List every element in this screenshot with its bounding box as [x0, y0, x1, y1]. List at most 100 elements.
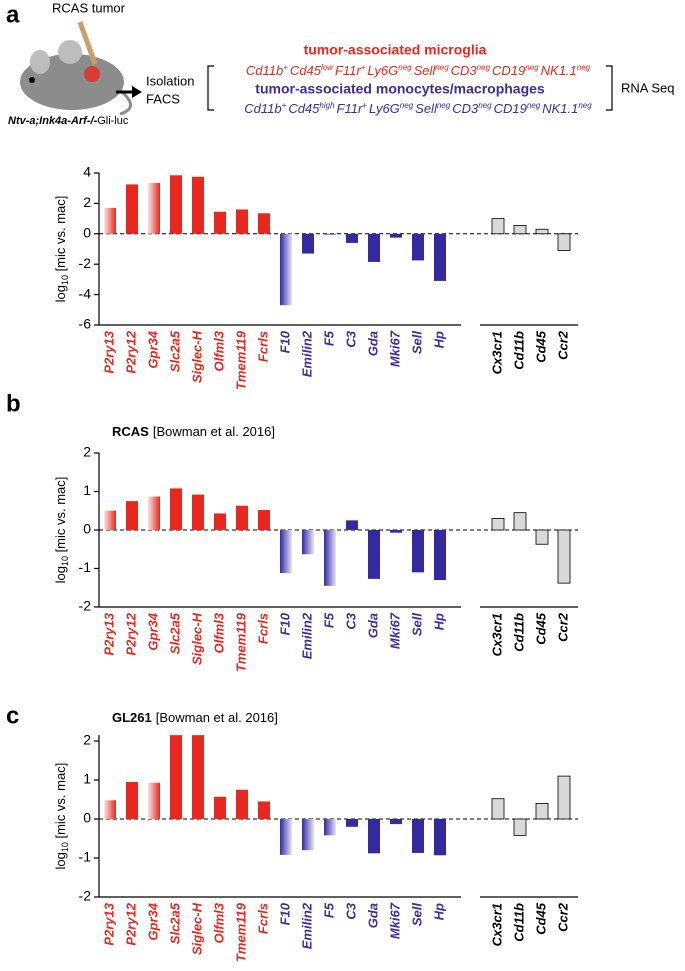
bar — [557, 775, 571, 820]
x-tick-label: P2ry12 — [123, 330, 138, 373]
y-tick-label: 1 — [83, 482, 91, 498]
bar — [368, 530, 380, 579]
ylabel-log: log — [53, 852, 68, 869]
x-tick-label: Hp — [431, 903, 446, 920]
x-tick-label: Gpr34 — [145, 612, 160, 650]
x-tick-label: Sell — [409, 613, 424, 637]
marker-sup: + — [361, 63, 366, 72]
y-tick-label: -6 — [79, 316, 92, 332]
mouse-strain: Ntv-a;Ink4a-Arf-/-Gli-luc — [8, 115, 129, 127]
bar — [434, 819, 446, 856]
ylabel-sub: 10 — [60, 275, 70, 285]
marker-name: NK1.1 — [541, 63, 577, 78]
ylabel-rest: [mic vs. mac] — [53, 196, 68, 275]
x-tick-label: Olfml3 — [211, 902, 226, 943]
y-axis-label: log10 [mic vs. mac] — [53, 196, 70, 303]
bar — [280, 530, 292, 574]
rna-seq-label: RNA Seq — [621, 80, 674, 95]
marker-sup: high — [319, 101, 335, 110]
facs-label: FACS — [146, 91, 180, 106]
bar — [302, 233, 314, 254]
bar — [434, 233, 446, 281]
marker-name: CD3 — [451, 63, 478, 78]
y-tick-label: -2 — [79, 255, 92, 271]
y-tick-label: -1 — [79, 849, 92, 865]
marker-name: CD19 — [492, 63, 525, 78]
bar — [346, 819, 358, 827]
x-tick-label: Cx3cr1 — [489, 331, 504, 374]
bar — [126, 781, 138, 819]
marker-sup: neg — [398, 63, 412, 72]
isolation-label: Isolation — [146, 73, 194, 88]
chart-title: RCAS [Bowman et al. 2016] — [112, 424, 275, 439]
panel-label: a — [6, 1, 20, 28]
x-tick-label: Slc2a5 — [167, 330, 182, 372]
marker-sup: + — [283, 63, 288, 72]
y-tick-label: -1 — [79, 559, 92, 575]
x-tick-label: F5 — [321, 902, 336, 918]
y-tick-label: -2 — [79, 888, 92, 904]
bar — [535, 228, 549, 235]
x-tick-label: P2ry12 — [123, 612, 138, 655]
x-tick-label: Tmem119 — [233, 330, 248, 390]
x-tick-label: Mki67 — [387, 612, 402, 649]
x-tick-label: Mki67 — [387, 902, 402, 939]
x-tick-label: Olfml3 — [211, 330, 226, 371]
bar — [513, 512, 527, 531]
marker-sup: neg — [477, 63, 491, 72]
bar — [412, 530, 424, 573]
marker-name: Cd45 — [290, 63, 322, 78]
x-tick-label: F10 — [277, 902, 292, 925]
bar — [434, 530, 446, 581]
bar — [170, 175, 182, 234]
marker-name: CD3 — [452, 101, 479, 116]
bar — [258, 801, 270, 819]
x-tick-label: F5 — [321, 330, 336, 346]
bar — [236, 209, 248, 234]
y-tick-label: 1 — [83, 771, 91, 787]
microglia-title: tumor-associated microglia — [304, 42, 487, 58]
marker-name: Cd45 — [288, 101, 320, 116]
bar — [104, 510, 116, 530]
x-tick-label: F10 — [277, 612, 292, 635]
marker-name: Cd11b — [246, 63, 283, 78]
y-axis-label: log10 [mic vs. mac] — [53, 763, 70, 870]
marker-name: Sell — [415, 101, 438, 116]
bar — [280, 233, 292, 306]
x-tick-label: Cd11b — [511, 331, 526, 370]
x-tick-label: Siglec-H — [189, 330, 204, 383]
x-tick-label: Gpr34 — [145, 330, 160, 368]
strain-genotype: Ntv-a;Ink4a-Arf-/- — [8, 115, 98, 127]
x-tick-label: P2ry12 — [123, 902, 138, 945]
x-tick-label: Cd11b — [511, 613, 526, 652]
bar — [258, 509, 270, 530]
bar — [412, 819, 424, 853]
x-tick-label: P2ry13 — [101, 902, 116, 945]
panel-label: b — [6, 390, 21, 417]
bar — [104, 207, 116, 234]
x-tick-label: C3 — [343, 612, 358, 629]
y-tick-label: 2 — [83, 444, 91, 460]
x-tick-label: Olfml3 — [211, 612, 226, 653]
macrophage-title: tumor-associated monocytes/macrophages — [255, 81, 545, 97]
x-tick-label: Cx3cr1 — [489, 613, 504, 656]
y-tick-label: -4 — [79, 285, 92, 301]
marker-name: NK1.1 — [542, 101, 578, 116]
bar — [236, 505, 248, 530]
ylabel-sub: 10 — [60, 842, 70, 852]
x-tick-label: F10 — [277, 330, 292, 353]
marker-sup: neg — [437, 101, 451, 110]
y-tick-label: 0 — [83, 521, 91, 537]
x-tick-label: F5 — [321, 612, 336, 628]
y-axis-label: log10 [mic vs. mac] — [53, 477, 70, 584]
marker-name: F11r — [337, 101, 363, 116]
x-tick-label: Emilin2 — [299, 902, 314, 949]
x-tick-label: P2ry13 — [101, 612, 116, 655]
x-tick-label: Emilin2 — [299, 330, 314, 377]
ylabel-rest: [mic vs. mac] — [53, 477, 68, 556]
bar — [390, 530, 402, 533]
x-tick-label: Mki67 — [387, 330, 402, 367]
x-tick-label: Slc2a5 — [167, 902, 182, 944]
bar — [324, 819, 336, 836]
